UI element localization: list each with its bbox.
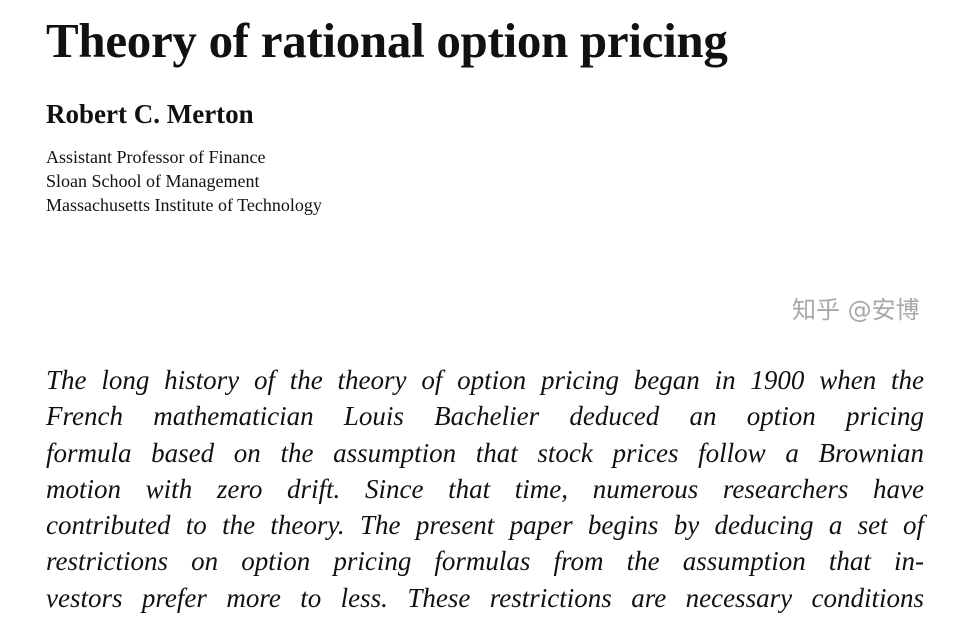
paper-title: Theory of rational option pricing bbox=[46, 13, 728, 68]
abstract-line: French mathematician Louis Bachelier ded… bbox=[46, 401, 924, 432]
abstract-line: contributed to the theory. The present p… bbox=[46, 510, 924, 541]
abstract-line: The long history of the theory of option… bbox=[46, 365, 924, 395]
abstract-line: restrictions on option pricing formulas … bbox=[46, 546, 924, 577]
affiliation-line: Sloan School of Management bbox=[46, 171, 260, 191]
affiliation-line: Massachusetts Institute of Technology bbox=[46, 195, 322, 215]
abstract-line: motion with zero drift. Since that time,… bbox=[46, 473, 924, 504]
watermark: 知乎 @安博 bbox=[792, 296, 920, 324]
abstract-line: formula based on the assumption that sto… bbox=[46, 437, 924, 468]
abstract: The long history of the theory of option… bbox=[46, 362, 924, 616]
author-name: Robert C. Merton bbox=[46, 99, 254, 129]
affiliation-line: Assistant Professor of Finance bbox=[46, 147, 266, 167]
abstract-line: vestors prefer more to less. These restr… bbox=[46, 582, 924, 613]
